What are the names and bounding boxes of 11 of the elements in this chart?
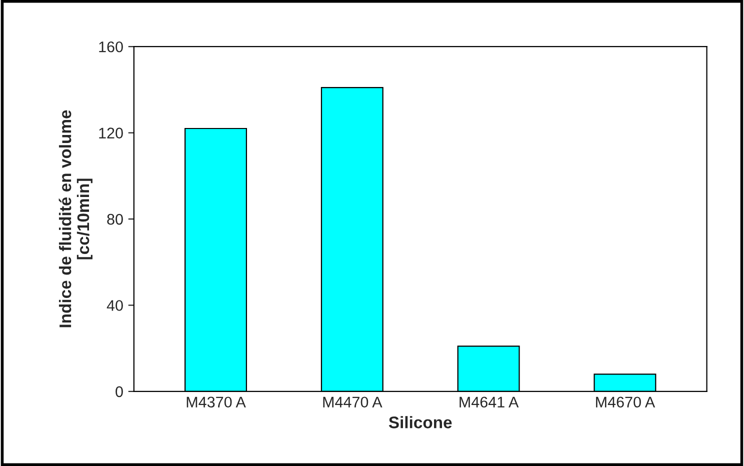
y-tick-label: 0 <box>116 386 123 398</box>
y-axis-title: Indice de fluidité en volume [cc/10min] <box>58 110 92 328</box>
y-tick-label: 40 <box>106 300 123 311</box>
y-tick-label: 80 <box>107 214 123 225</box>
x-tick-label: M4370 A <box>186 396 246 408</box>
x-tick-label: M4670 A <box>596 396 656 408</box>
x-tick-label: M4641 A <box>460 396 519 408</box>
x-axis-title: Silicone <box>388 416 452 428</box>
y-tick-label: 120 <box>99 128 123 138</box>
x-tick-label: M4470 A <box>323 396 382 408</box>
y-tick-label: 160 <box>99 41 123 52</box>
